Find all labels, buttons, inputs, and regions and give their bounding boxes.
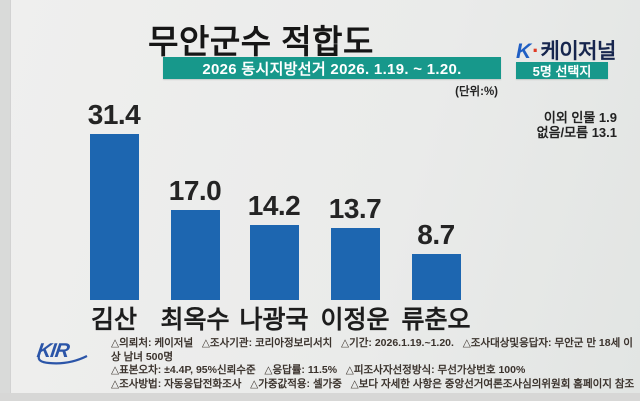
bar-value: 14.2 — [247, 190, 301, 221]
bar-label: 김산 — [90, 305, 137, 334]
bar — [170, 210, 220, 300]
survey-detail-line: △의뢰처: 케이저널 △조사기관: 코리아정보리서치 △기간: 2026.1.1… — [111, 337, 633, 363]
logo-dot-icon: · — [532, 38, 540, 63]
bar-label: 류춘오 — [401, 305, 471, 334]
page-title: 무안군수 적합도 — [148, 23, 374, 60]
side-note-unknown: 없음/모름 13.1 — [536, 125, 617, 140]
choices-badge-text: 5명 선택지 — [532, 64, 592, 79]
graphic-panel: 무안군수 적합도 2026 동시지방선거 2026. 1.19. ~ 1.20.… — [10, 0, 640, 393]
unit-label: (단위:%) — [455, 86, 498, 98]
side-note-others: 이외 인물 1.9 — [543, 110, 617, 125]
bar-value: 13.7 — [328, 193, 382, 224]
side-notes: 이외 인물 1.9 없음/모름 13.1 — [417, 110, 617, 140]
bar-column-ryu-chun-o: 8.7 류춘오 — [396, 95, 476, 335]
subtitle-text: 2026 동시지방선거 2026. 1.19. ~ 1.20. — [202, 60, 462, 78]
bar-value: 17.0 — [168, 175, 222, 206]
bar-column-na-gwang-guk: 14.2 나광국 — [234, 95, 314, 335]
bar-column-lee-jeong-un: 13.7 이정운 — [315, 95, 395, 335]
survey-details: △의뢰처: 케이저널 △조사기관: 코리아정보리서치 △기간: 2026.1.1… — [111, 337, 640, 391]
bar-value: 8.7 — [417, 219, 455, 250]
choices-badge: 5명 선택지 — [516, 62, 608, 79]
bar-value: 31.4 — [87, 99, 141, 130]
bar — [330, 228, 380, 300]
bar — [249, 225, 299, 300]
logo-name: 케이저널 — [540, 40, 617, 63]
kir-swoosh-icon — [37, 355, 88, 365]
survey-footer: KIR △의뢰처: 케이저널 △조사기관: 코리아정보리서치 △기간: 2026… — [11, 334, 640, 390]
kir-logo-text: KIR — [35, 340, 71, 362]
bar-label: 나광국 — [239, 305, 309, 334]
kir-logo: KIR — [35, 340, 93, 370]
bar-chart: 31.4 김산 17.0 최옥수 14.2 나광국 — [11, 0, 640, 401]
bar-column-kim-san: 31.4 김산 — [74, 95, 154, 335]
survey-detail-line: △표본오차: ±4.4P, 95%신뢰수준 △응답률: 11.5% △피조사자선… — [111, 364, 526, 376]
bar-label: 최옥수 — [160, 305, 230, 334]
bar — [89, 134, 139, 300]
bottom-strip — [0, 393, 640, 401]
broadcaster-logo: K · 케이저널 — [516, 35, 636, 65]
bar — [411, 254, 461, 300]
subtitle-banner: 2026 동시지방선거 2026. 1.19. ~ 1.20. — [163, 57, 501, 79]
bar-column-choi-ok-su: 17.0 최옥수 — [155, 95, 235, 335]
logo-k-letter: K — [516, 40, 532, 63]
bar-label: 이정운 — [320, 305, 390, 334]
survey-detail-line: △조사방법: 자동응답전화조사 △가중값적용: 셀가중 △보다 자세한 사항은 … — [111, 377, 635, 390]
